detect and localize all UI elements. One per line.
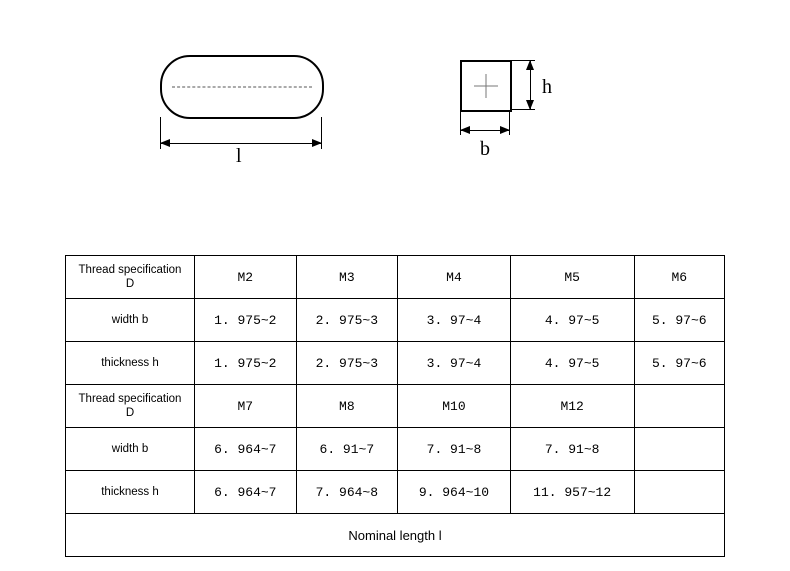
label-b: b xyxy=(480,138,490,161)
table-row: width b 1. 975~2 2. 975~3 3. 97~4 4. 97~… xyxy=(66,299,725,342)
arrow-h-down xyxy=(526,100,534,110)
arrow-l-left xyxy=(160,139,170,147)
cell-val: 4. 97~5 xyxy=(510,299,634,342)
arrow-h-up xyxy=(526,60,534,70)
cell-val: 11. 957~12 xyxy=(510,471,634,514)
cell-size: M4 xyxy=(398,256,511,299)
cell-empty xyxy=(634,428,724,471)
arrow-b-right xyxy=(500,126,510,134)
cell-val: 6. 964~7 xyxy=(195,471,297,514)
table-row: Thread specification D M7 M8 M10 M12 xyxy=(66,385,725,428)
table-row: width b 6. 964~7 6. 91~7 7. 91~8 7. 91~8 xyxy=(66,428,725,471)
cell-val: 3. 97~4 xyxy=(398,299,511,342)
header-spec-text: Thread specification xyxy=(79,264,182,276)
cell-size: M8 xyxy=(296,385,398,428)
cell-val: 3. 97~4 xyxy=(398,342,511,385)
centerline xyxy=(172,87,312,88)
table-row: Nominal length l xyxy=(66,514,725,557)
cell-empty xyxy=(634,471,724,514)
table-row: thickness h 6. 964~7 7. 964~8 9. 964~10 … xyxy=(66,471,725,514)
cell-val: 1. 975~2 xyxy=(195,342,297,385)
cell-size: M3 xyxy=(296,256,398,299)
label-h: h xyxy=(542,76,552,99)
cell-size: M6 xyxy=(634,256,724,299)
diagram-area: l h b xyxy=(0,0,790,200)
cell-val: 7. 964~8 xyxy=(296,471,398,514)
cell-size: M10 xyxy=(398,385,511,428)
cell-val: 5. 97~6 xyxy=(634,299,724,342)
cell-size: M5 xyxy=(510,256,634,299)
table-row: thickness h 1. 975~2 2. 975~3 3. 97~4 4.… xyxy=(66,342,725,385)
stadium-shape xyxy=(160,55,324,119)
cell-nominal: Nominal length l xyxy=(66,514,725,557)
dim-line-l xyxy=(160,143,322,144)
cell-header-spec: Thread specification D xyxy=(66,385,195,428)
cell-val: 1. 975~2 xyxy=(195,299,297,342)
cell-row-label: width b xyxy=(66,428,195,471)
cell-size: M12 xyxy=(510,385,634,428)
cell-val: 6. 91~7 xyxy=(296,428,398,471)
square-figure: h b xyxy=(460,60,512,112)
cell-row-label: thickness h xyxy=(66,342,195,385)
cell-row-label: width b xyxy=(66,299,195,342)
cell-val: 7. 91~8 xyxy=(510,428,634,471)
arrow-b-left xyxy=(460,126,470,134)
cell-val: 2. 975~3 xyxy=(296,342,398,385)
cell-size: M2 xyxy=(195,256,297,299)
cell-val: 6. 964~7 xyxy=(195,428,297,471)
table-row: Thread specification D M2 M3 M4 M5 M6 xyxy=(66,256,725,299)
cell-val: 2. 975~3 xyxy=(296,299,398,342)
cross-h xyxy=(474,86,498,87)
arrow-l-right xyxy=(312,139,322,147)
cell-val: 5. 97~6 xyxy=(634,342,724,385)
square-shape xyxy=(460,60,512,112)
cell-val: 7. 91~8 xyxy=(398,428,511,471)
label-l: l xyxy=(236,145,242,168)
header-spec-sub: D xyxy=(126,407,134,419)
cell-empty xyxy=(634,385,724,428)
cell-row-label: thickness h xyxy=(66,471,195,514)
cell-header-spec: Thread specification D xyxy=(66,256,195,299)
cell-val: 4. 97~5 xyxy=(510,342,634,385)
cell-size: M7 xyxy=(195,385,297,428)
cell-val: 9. 964~10 xyxy=(398,471,511,514)
stadium-figure: l xyxy=(160,55,324,119)
header-spec-text: Thread specification xyxy=(79,393,182,405)
header-spec-sub: D xyxy=(126,278,134,290)
spec-table: Thread specification D M2 M3 M4 M5 M6 wi… xyxy=(65,255,725,557)
